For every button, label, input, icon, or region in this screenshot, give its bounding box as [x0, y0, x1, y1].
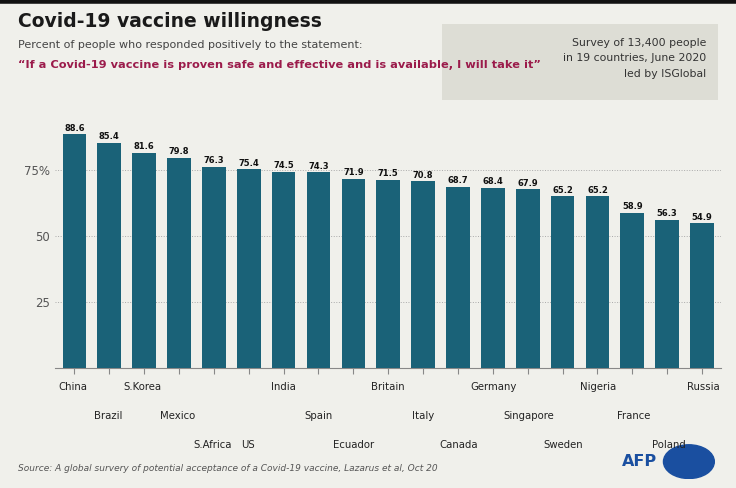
Bar — [63, 134, 86, 368]
Bar — [655, 220, 679, 368]
Text: 76.3: 76.3 — [204, 156, 224, 165]
Bar — [342, 179, 365, 368]
Bar — [132, 153, 156, 368]
Bar — [202, 167, 226, 368]
Bar — [690, 224, 714, 368]
Text: 58.9: 58.9 — [622, 203, 643, 211]
Text: 71.5: 71.5 — [378, 169, 399, 178]
Bar — [237, 169, 261, 368]
Text: S.Africa: S.Africa — [194, 440, 232, 450]
Bar — [586, 196, 609, 368]
Text: Survey of 13,400 people
in 19 countries, June 2020
led by ISGlobal: Survey of 13,400 people in 19 countries,… — [563, 38, 707, 79]
Text: Nigeria: Nigeria — [581, 382, 617, 391]
Bar — [307, 172, 330, 368]
Text: Ecuador: Ecuador — [333, 440, 374, 450]
Text: Canada: Canada — [439, 440, 478, 450]
Bar — [167, 158, 191, 368]
Text: Germany: Germany — [470, 382, 517, 391]
Bar — [446, 187, 470, 368]
Bar — [97, 143, 121, 368]
Text: 85.4: 85.4 — [99, 132, 120, 142]
Circle shape — [663, 445, 715, 479]
Text: Covid-19 vaccine willingness: Covid-19 vaccine willingness — [18, 12, 322, 31]
Text: 74.5: 74.5 — [273, 161, 294, 170]
Bar — [620, 213, 644, 368]
Bar — [481, 188, 505, 368]
Text: 68.4: 68.4 — [483, 177, 503, 186]
Text: Italy: Italy — [412, 411, 434, 421]
Text: Sweden: Sweden — [544, 440, 584, 450]
Text: India: India — [271, 382, 296, 391]
Text: Poland: Poland — [652, 440, 685, 450]
Text: Brazil: Brazil — [93, 411, 122, 421]
Text: 71.9: 71.9 — [343, 168, 364, 177]
Bar — [411, 182, 435, 368]
Text: 74.3: 74.3 — [308, 162, 329, 171]
Text: France: France — [617, 411, 651, 421]
Text: 75.4: 75.4 — [238, 159, 259, 168]
Text: China: China — [58, 382, 88, 391]
Text: 65.2: 65.2 — [587, 185, 608, 195]
Text: Source: A global survery of potential acceptance of a Covid-19 vaccine, Lazarus : Source: A global survery of potential ac… — [18, 465, 438, 473]
Text: Russia: Russia — [687, 382, 720, 391]
Bar — [272, 172, 295, 368]
Text: Mexico: Mexico — [160, 411, 196, 421]
Text: 88.6: 88.6 — [64, 124, 85, 133]
Text: 65.2: 65.2 — [552, 185, 573, 195]
Text: S.Korea: S.Korea — [124, 382, 162, 391]
Text: 54.9: 54.9 — [692, 213, 712, 222]
Bar — [376, 180, 400, 368]
Text: US: US — [241, 440, 255, 450]
Text: AFP: AFP — [622, 454, 657, 468]
Text: 79.8: 79.8 — [169, 147, 189, 156]
Text: 70.8: 70.8 — [413, 171, 434, 180]
Text: 81.6: 81.6 — [134, 142, 155, 151]
Text: Singapore: Singapore — [503, 411, 554, 421]
Text: “If a Covid-19 vaccine is proven safe and effective and is available, I will tak: “If a Covid-19 vaccine is proven safe an… — [18, 60, 541, 69]
Text: Spain: Spain — [304, 411, 332, 421]
Bar — [551, 196, 575, 368]
Text: 67.9: 67.9 — [517, 179, 538, 187]
Text: 56.3: 56.3 — [657, 209, 678, 218]
Text: Britain: Britain — [372, 382, 405, 391]
Text: 68.7: 68.7 — [447, 176, 468, 185]
Text: Percent of people who responded positively to the statement:: Percent of people who responded positive… — [18, 40, 363, 50]
Bar — [516, 189, 539, 368]
